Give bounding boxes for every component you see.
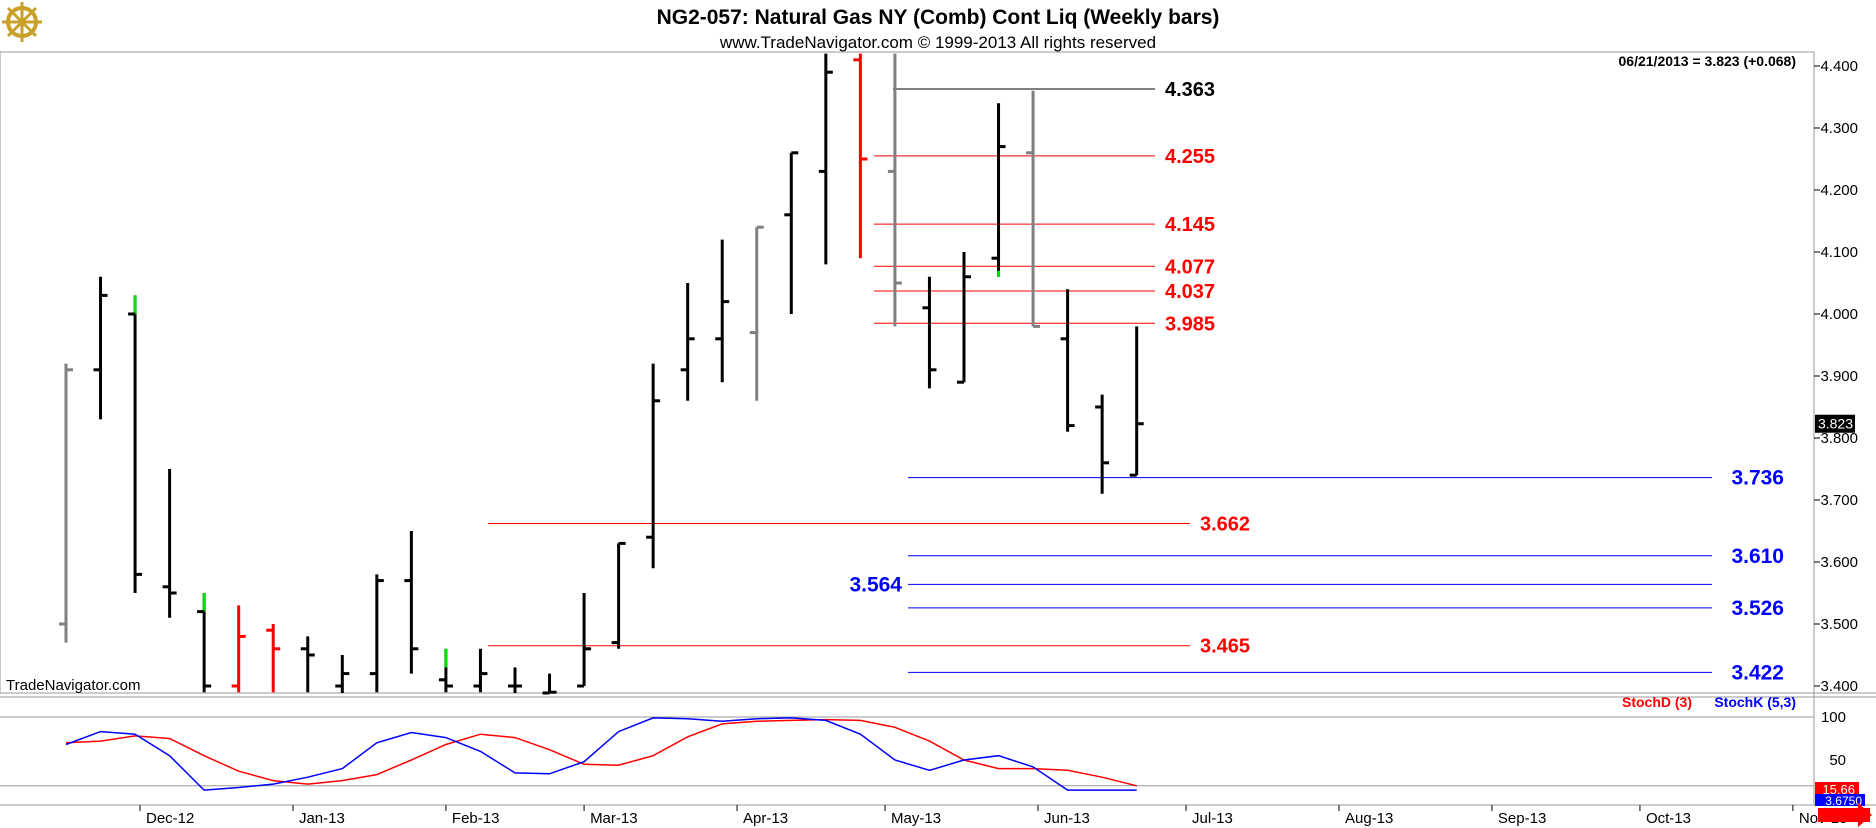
- stoch-k-value: 3.6750: [1825, 794, 1862, 808]
- fib-label-blue: 3.422: [1731, 661, 1784, 684]
- time-tick-label: Sep-13: [1498, 810, 1546, 827]
- stoch-k-badge: [1815, 794, 1865, 806]
- time-axis: Dec-12 Jan-13 Feb-13 Mar-13 Apr-13 May-13 Jun-…: [139, 805, 1847, 827]
- time-tick-label: Jul-13: [1192, 810, 1233, 827]
- stoch-legend-k: StochK (5,3): [1714, 694, 1796, 710]
- price-tick-label: 3.400: [1820, 678, 1858, 695]
- stoch-tick-label: 50: [1829, 752, 1846, 769]
- fib-label-red: 4.077: [1165, 256, 1215, 278]
- price-tick-label: 4.200: [1820, 182, 1858, 199]
- price-tick-label: 3.900: [1820, 368, 1858, 385]
- logo-group: [0, 0, 44, 44]
- price-tick-label: 3.800: [1820, 430, 1858, 447]
- last-price-badge: [1815, 414, 1855, 433]
- stoch-legend-d: StochD (3): [1622, 694, 1692, 710]
- copyright-text: www.TradeNavigator.com © 1999-2013 All r…: [719, 33, 1156, 52]
- chart-title: NG2-057: Natural Gas NY (Comb) Cont Liq …: [657, 6, 1220, 29]
- time-tick-label: Aug-13: [1345, 810, 1393, 827]
- swing-high-label: 4.363: [1165, 79, 1215, 101]
- fib-label-blue: 3.564: [849, 573, 902, 596]
- time-tick-label: Jan-13: [299, 810, 345, 827]
- time-tick-label: Apr-13: [743, 810, 788, 827]
- price-tick-label: 3.600: [1820, 554, 1858, 571]
- stoch-d-value: 15.66: [1822, 782, 1855, 797]
- fib-label-blue: 3.736: [1731, 467, 1784, 490]
- price-tick-label: 4.100: [1820, 244, 1858, 261]
- price-tick-label: 3.700: [1820, 492, 1858, 509]
- fib-label-blue: 3.610: [1731, 545, 1784, 568]
- time-tick-label: Jun-13: [1044, 810, 1090, 827]
- stoch-series-line: [65, 718, 1137, 787]
- fib-label-red: 4.145: [1165, 214, 1215, 236]
- watermark-text: TradeNavigator.com: [6, 677, 141, 694]
- time-tick-label: Feb-13: [452, 810, 500, 827]
- stoch-series-line: [65, 717, 1137, 791]
- price-tick-label: 3.500: [1820, 616, 1858, 633]
- fib-levels: 4.363 4.255 4.145 4.077 4.037 3.985 3.662 3.465…: [488, 79, 1784, 684]
- price-tick-label: 4.300: [1820, 120, 1858, 137]
- time-tick-label: May-13: [891, 810, 941, 827]
- price-bars: [58, 53, 1144, 695]
- stoch-d-badge: [1815, 782, 1859, 796]
- fib-label-red: 3.985: [1165, 313, 1215, 335]
- last-value-note: 06/21/2013 = 3.823 (+0.068): [1619, 53, 1796, 69]
- scroll-arrow[interactable]: [1818, 803, 1872, 827]
- stoch-tick-label: 100: [1821, 709, 1846, 726]
- price-tick-label: 4.000: [1820, 306, 1858, 323]
- time-tick-label: Oct-13: [1646, 810, 1691, 827]
- stochastic-panel: 100 50 StochD (3) StochK (5,3) 15.663.6750: [0, 694, 1865, 808]
- time-tick-label: Mar-13: [590, 810, 638, 827]
- last-price-label: 3.823: [1818, 416, 1853, 432]
- fib-label-red: 3.465: [1200, 636, 1250, 658]
- fib-label-red: 4.037: [1165, 281, 1215, 303]
- fib-label-blue: 3.526: [1731, 597, 1784, 620]
- price-panel-frame: [0, 51, 1815, 694]
- fib-label-red: 3.662: [1200, 514, 1250, 536]
- time-tick-label: Dec-12: [146, 810, 194, 827]
- price-axis: 4.400 4.300 4.200 4.100 4.000 3.900 3.800 3.700…: [1814, 58, 1858, 695]
- price-tick-label: 4.400: [1820, 58, 1858, 75]
- fib-label-red: 4.255: [1165, 146, 1215, 168]
